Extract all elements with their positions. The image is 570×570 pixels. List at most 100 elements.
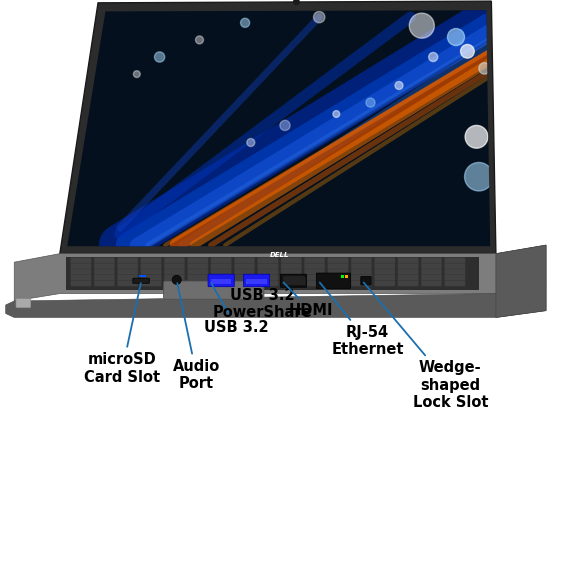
FancyBboxPatch shape xyxy=(281,280,302,286)
Text: Audio
Port: Audio Port xyxy=(173,283,220,392)
FancyBboxPatch shape xyxy=(141,258,161,263)
FancyBboxPatch shape xyxy=(71,263,91,269)
FancyBboxPatch shape xyxy=(304,263,325,269)
Polygon shape xyxy=(283,276,306,285)
Circle shape xyxy=(333,111,340,117)
FancyBboxPatch shape xyxy=(304,258,325,263)
FancyBboxPatch shape xyxy=(421,258,442,263)
FancyBboxPatch shape xyxy=(164,275,185,280)
FancyBboxPatch shape xyxy=(421,269,442,275)
FancyBboxPatch shape xyxy=(243,274,270,287)
Text: microSD
Card Slot: microSD Card Slot xyxy=(84,283,161,385)
Circle shape xyxy=(280,120,290,131)
Circle shape xyxy=(293,0,300,5)
Text: USB 3.2
PowerShare: USB 3.2 PowerShare xyxy=(213,283,312,320)
Text: DELL: DELL xyxy=(270,252,289,258)
FancyBboxPatch shape xyxy=(351,258,372,263)
Polygon shape xyxy=(66,256,479,290)
Polygon shape xyxy=(67,10,490,246)
FancyBboxPatch shape xyxy=(117,258,138,263)
Polygon shape xyxy=(6,286,546,317)
FancyBboxPatch shape xyxy=(281,269,302,275)
FancyBboxPatch shape xyxy=(304,275,325,280)
Circle shape xyxy=(314,11,325,23)
Polygon shape xyxy=(496,245,546,317)
FancyBboxPatch shape xyxy=(351,263,372,269)
FancyBboxPatch shape xyxy=(164,269,185,275)
Circle shape xyxy=(461,44,474,58)
Bar xyxy=(139,275,146,277)
FancyBboxPatch shape xyxy=(258,280,278,286)
FancyBboxPatch shape xyxy=(117,280,138,286)
FancyBboxPatch shape xyxy=(94,275,115,280)
Circle shape xyxy=(247,139,255,146)
FancyBboxPatch shape xyxy=(445,275,465,280)
Circle shape xyxy=(429,52,438,62)
FancyBboxPatch shape xyxy=(374,275,395,280)
Circle shape xyxy=(154,52,165,62)
FancyBboxPatch shape xyxy=(141,263,161,269)
FancyBboxPatch shape xyxy=(328,258,348,263)
FancyBboxPatch shape xyxy=(71,269,91,275)
FancyBboxPatch shape xyxy=(398,280,418,286)
FancyBboxPatch shape xyxy=(398,269,418,275)
FancyBboxPatch shape xyxy=(374,269,395,275)
FancyBboxPatch shape xyxy=(281,263,302,269)
Circle shape xyxy=(172,275,181,284)
FancyBboxPatch shape xyxy=(316,273,351,288)
FancyBboxPatch shape xyxy=(141,280,161,286)
FancyBboxPatch shape xyxy=(188,275,208,280)
FancyBboxPatch shape xyxy=(188,263,208,269)
FancyBboxPatch shape xyxy=(94,280,115,286)
FancyBboxPatch shape xyxy=(211,280,231,286)
FancyBboxPatch shape xyxy=(164,263,185,269)
FancyBboxPatch shape xyxy=(328,280,348,286)
FancyBboxPatch shape xyxy=(258,258,278,263)
FancyBboxPatch shape xyxy=(164,280,185,286)
Text: USB 3.2: USB 3.2 xyxy=(204,283,269,335)
FancyBboxPatch shape xyxy=(445,269,465,275)
Circle shape xyxy=(465,162,493,191)
FancyBboxPatch shape xyxy=(304,269,325,275)
FancyBboxPatch shape xyxy=(328,263,348,269)
Circle shape xyxy=(479,63,490,74)
Polygon shape xyxy=(60,1,496,254)
FancyBboxPatch shape xyxy=(211,275,231,280)
Circle shape xyxy=(366,98,375,107)
FancyBboxPatch shape xyxy=(445,280,465,286)
FancyBboxPatch shape xyxy=(421,280,442,286)
FancyBboxPatch shape xyxy=(211,269,231,275)
FancyBboxPatch shape xyxy=(351,275,372,280)
Bar xyxy=(341,275,344,278)
FancyBboxPatch shape xyxy=(208,274,234,287)
Bar xyxy=(345,275,348,278)
FancyBboxPatch shape xyxy=(421,263,442,269)
FancyBboxPatch shape xyxy=(188,280,208,286)
Circle shape xyxy=(465,125,488,148)
FancyBboxPatch shape xyxy=(445,258,465,263)
Text: HDMI: HDMI xyxy=(283,283,333,318)
FancyBboxPatch shape xyxy=(117,269,138,275)
FancyBboxPatch shape xyxy=(188,258,208,263)
FancyBboxPatch shape xyxy=(234,263,255,269)
Circle shape xyxy=(395,82,403,89)
FancyBboxPatch shape xyxy=(16,299,31,308)
Circle shape xyxy=(196,36,203,44)
FancyBboxPatch shape xyxy=(117,263,138,269)
FancyBboxPatch shape xyxy=(234,258,255,263)
FancyBboxPatch shape xyxy=(258,263,278,269)
FancyBboxPatch shape xyxy=(71,275,91,280)
FancyBboxPatch shape xyxy=(374,263,395,269)
FancyBboxPatch shape xyxy=(361,276,371,285)
Text: Wedge-
shaped
Lock Slot: Wedge- shaped Lock Slot xyxy=(364,283,488,410)
FancyBboxPatch shape xyxy=(94,263,115,269)
Circle shape xyxy=(409,13,434,38)
FancyBboxPatch shape xyxy=(445,263,465,269)
FancyBboxPatch shape xyxy=(234,275,255,280)
Circle shape xyxy=(241,18,250,27)
Polygon shape xyxy=(14,245,546,301)
FancyBboxPatch shape xyxy=(94,258,115,263)
FancyBboxPatch shape xyxy=(328,269,348,275)
FancyBboxPatch shape xyxy=(117,275,138,280)
FancyBboxPatch shape xyxy=(141,269,161,275)
